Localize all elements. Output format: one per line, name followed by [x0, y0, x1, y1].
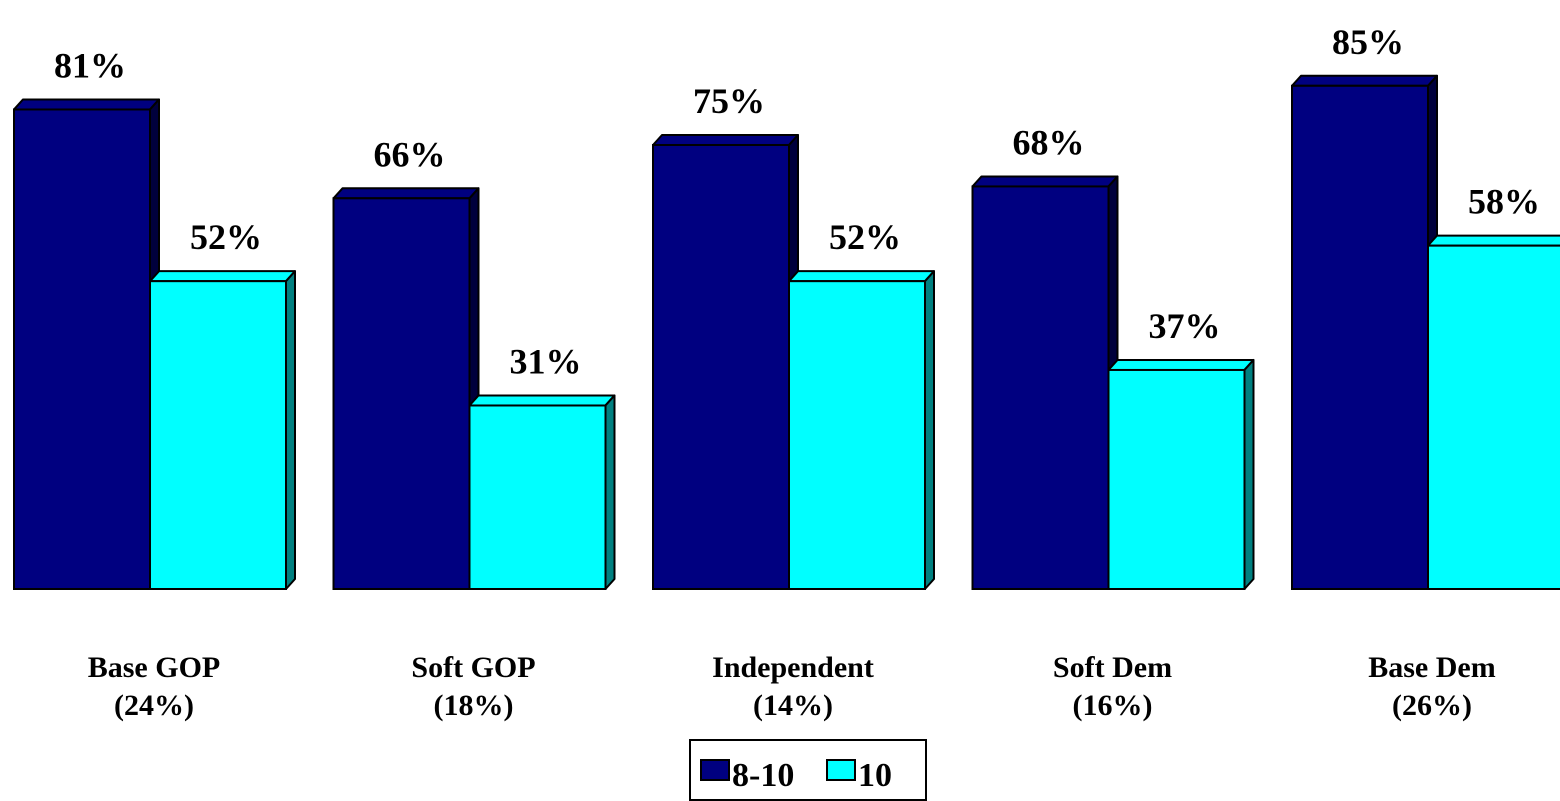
bar-10-2 [788, 270, 935, 590]
bar-10-1 [468, 394, 616, 591]
bars-layer [13, 74, 1560, 591]
bar-top-face [13, 98, 160, 111]
bar-8-10-3 [971, 175, 1119, 590]
bar-top-face [149, 270, 296, 283]
bar-top-face [332, 187, 480, 200]
bar-front-face [468, 404, 607, 591]
bar-top-face [1107, 358, 1255, 371]
value-label: 58% [1468, 182, 1540, 222]
value-label: 81% [54, 45, 126, 85]
bar-top-face [1427, 234, 1560, 247]
legend-item: 8-10 [700, 757, 794, 794]
legend-swatch [700, 759, 730, 781]
bar-front-face [652, 144, 790, 590]
bar-front-face [1427, 244, 1560, 590]
bar-side-face [1243, 358, 1255, 590]
bar-top-face [1291, 74, 1438, 87]
value-label: 52% [829, 217, 901, 257]
category-label: Soft GOP [411, 651, 535, 684]
legend-label: 10 [858, 757, 892, 794]
value-label: 75% [693, 81, 765, 121]
category-sublabel: (26%) [1392, 689, 1472, 722]
bar-front-face [1291, 84, 1429, 591]
category-labels-layer: Base GOP (24%) Soft GOP (18%) Independent (14… [88, 651, 1496, 722]
bar-10-3 [1107, 358, 1255, 590]
bar-front-face [13, 108, 151, 590]
value-label: 68% [1013, 122, 1085, 162]
bar-group [1291, 74, 1560, 591]
bar-group [13, 98, 296, 590]
value-label: 85% [1332, 22, 1404, 62]
bar-group [971, 175, 1255, 590]
bar-top-face [468, 394, 616, 407]
bar-front-face [332, 197, 471, 590]
bar-side-face [285, 270, 296, 590]
legend-swatch [826, 759, 856, 781]
bar-side-face [604, 394, 616, 590]
category-label: Base Dem [1368, 651, 1495, 684]
legend-label: 8-10 [732, 757, 794, 794]
category-sublabel: (14%) [753, 689, 833, 722]
bar-group [332, 187, 616, 591]
bar-group [652, 134, 935, 590]
bar-10-0 [149, 270, 296, 590]
bar-top-face [971, 175, 1119, 188]
bar-front-face [1107, 368, 1246, 590]
bar-front-face [788, 280, 926, 590]
value-label: 37% [1149, 306, 1221, 346]
bar-8-10-0 [13, 98, 160, 590]
category-label: Soft Dem [1053, 651, 1172, 684]
value-labels-layer: 81% 52% 66% 31% 75% 52% 68% 37% 85% 58% [54, 22, 1540, 382]
category-sublabel: (18%) [434, 689, 514, 722]
category-sublabel: (24%) [114, 689, 194, 722]
category-sublabel: (16%) [1073, 689, 1153, 722]
value-label: 31% [510, 341, 582, 381]
bar-front-face [149, 280, 287, 590]
bar-side-face [924, 270, 935, 590]
bar-top-face [652, 134, 799, 146]
legend-item: 10 [826, 757, 892, 794]
bar-8-10-2 [652, 134, 799, 590]
category-label: Independent [712, 651, 874, 684]
bar-8-10-1 [332, 187, 480, 590]
bar-8-10-4 [1291, 74, 1438, 591]
bar-10-4 [1427, 234, 1560, 590]
value-label: 52% [190, 217, 262, 257]
bar-top-face [788, 270, 935, 283]
value-label: 66% [374, 134, 446, 174]
category-label: Base GOP [88, 651, 221, 684]
legend: 8-10 10 [689, 739, 927, 801]
bar-front-face [971, 185, 1110, 590]
